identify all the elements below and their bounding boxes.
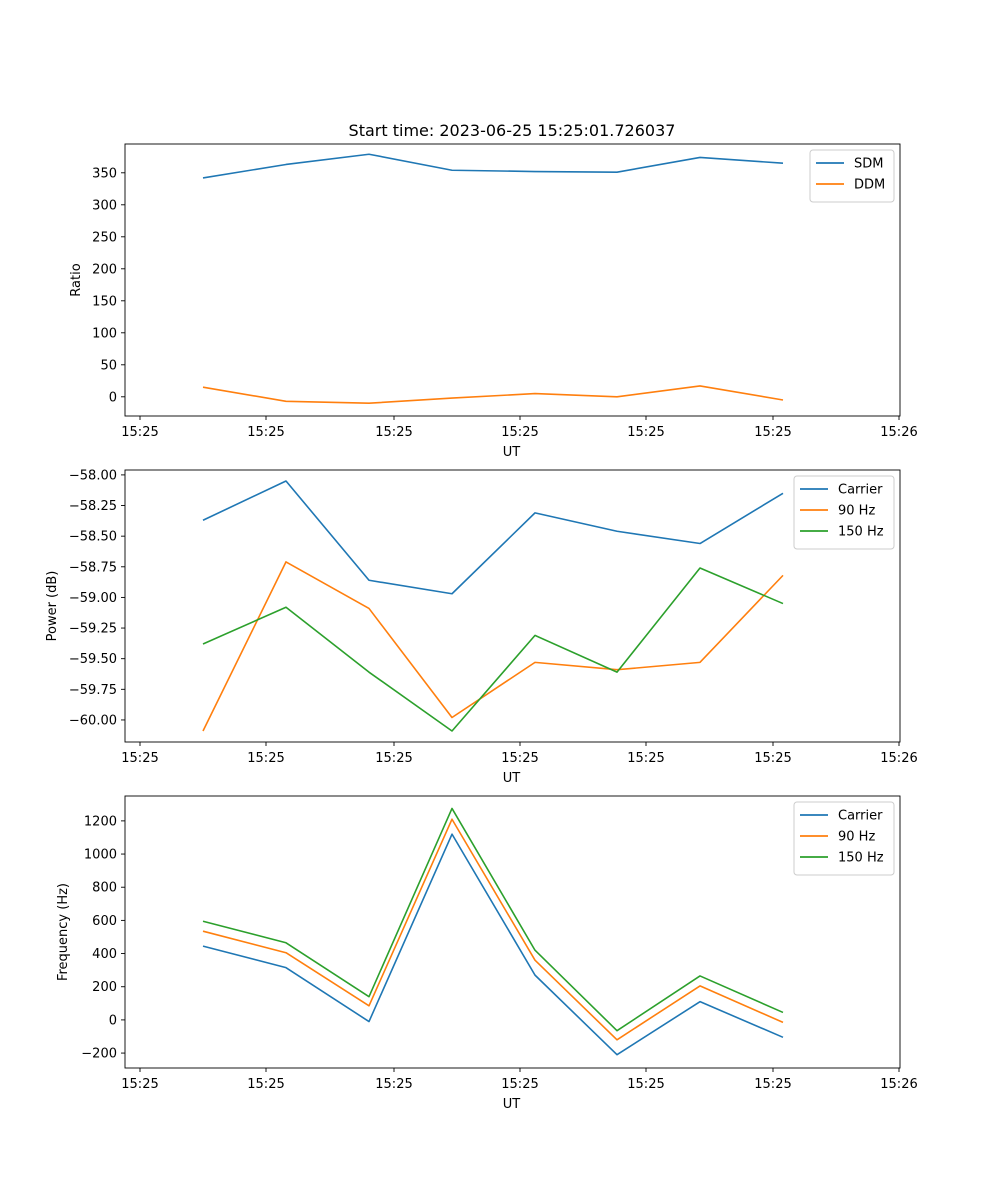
y-tick-label: 1000 xyxy=(84,848,117,863)
figure-title: Start time: 2023-06-25 15:25:01.726037 xyxy=(349,121,676,140)
y-tick-label: −60.00 xyxy=(69,713,117,728)
x-tick-label: 15:25 xyxy=(247,751,284,766)
series-line-sdm xyxy=(202,153,784,179)
y-tick-label: 800 xyxy=(92,881,117,896)
x-tick-label: 15:25 xyxy=(375,751,412,766)
legend-label: DDM xyxy=(854,178,885,193)
y-tick-label: −58.50 xyxy=(69,530,117,545)
y-tick-label: 50 xyxy=(100,358,117,373)
y-tick-label: 200 xyxy=(92,262,117,277)
series-line-150-hz xyxy=(202,807,784,1032)
y-tick-label: 0 xyxy=(109,390,117,405)
x-axis-label: UT xyxy=(503,771,521,786)
x-tick-label: 15:26 xyxy=(880,751,917,766)
y-tick-label: 200 xyxy=(92,980,117,995)
chart-panel-1: 0 50 100 150 200 250 300 350 15:25 15:25 15:25 15:2… xyxy=(69,143,918,460)
chart-panel-2: −60.00 −59.75 −59.50 −59.25 −59.00 −58.75 −58.… xyxy=(45,468,918,786)
axes-frame xyxy=(124,469,901,743)
y-tick-label: 300 xyxy=(92,198,117,213)
x-axis-label: UT xyxy=(503,1097,521,1112)
x-tick-label: 15:25 xyxy=(375,425,412,440)
x-tick-label: 15:25 xyxy=(247,1077,284,1092)
x-tick-label: 15:25 xyxy=(754,751,791,766)
x-tick-label: 15:25 xyxy=(754,425,791,440)
x-tick-label: 15:25 xyxy=(121,425,158,440)
x-tick-label: 15:26 xyxy=(880,1077,917,1092)
y-axis-label: Ratio xyxy=(69,263,84,296)
y-axis-label: Power (dB) xyxy=(45,571,60,642)
y-tick-label: −58.00 xyxy=(69,468,117,483)
x-tick-label: 15:25 xyxy=(375,1077,412,1092)
y-axis-label: Frequency (Hz) xyxy=(56,883,71,981)
x-tick-label: 15:25 xyxy=(627,425,664,440)
x-tick-label: 15:25 xyxy=(754,1077,791,1092)
x-axis-label: UT xyxy=(503,445,521,460)
y-tick-label: 250 xyxy=(92,230,117,245)
y-tick-label: −58.25 xyxy=(69,499,117,514)
axes-frame xyxy=(124,143,901,417)
x-tick-label: 15:25 xyxy=(121,1077,158,1092)
x-tick-label: 15:25 xyxy=(627,751,664,766)
legend-label: SDM xyxy=(854,157,883,172)
x-tick-label: 15:25 xyxy=(501,425,538,440)
legend-label: 150 Hz xyxy=(838,851,884,866)
legend: SDM DDM xyxy=(809,149,895,203)
y-tick-label: 400 xyxy=(92,947,117,962)
series-line-90-hz xyxy=(202,561,784,732)
x-tick-label: 15:25 xyxy=(627,1077,664,1092)
axes-frame xyxy=(124,795,901,1069)
y-tick-label: 1200 xyxy=(84,814,117,829)
x-tick-label: 15:25 xyxy=(501,1077,538,1092)
y-tick-label: 150 xyxy=(92,294,117,309)
x-tick-label: 15:25 xyxy=(501,751,538,766)
y-tick-label: 100 xyxy=(92,326,117,341)
legend: Carrier 90 Hz 150 Hz xyxy=(793,475,895,550)
series-line-90-hz xyxy=(202,818,784,1041)
y-tick-label: −59.00 xyxy=(69,591,117,606)
y-tick-label: −58.75 xyxy=(69,560,117,575)
legend-label: 90 Hz xyxy=(838,504,875,519)
legend: Carrier 90 Hz 150 Hz xyxy=(793,801,895,876)
legend-label: 150 Hz xyxy=(838,525,884,540)
y-tick-label: −59.50 xyxy=(69,652,117,667)
x-tick-label: 15:25 xyxy=(247,425,284,440)
y-tick-label: −59.25 xyxy=(69,622,117,637)
chart-panel-3: −200 0 200 400 600 800 1000 1200 15:25 15:25 15:25… xyxy=(56,795,918,1112)
y-tick-label: −59.75 xyxy=(69,683,117,698)
x-tick-label: 15:25 xyxy=(121,751,158,766)
legend-label: 90 Hz xyxy=(838,830,875,845)
y-tick-label: 0 xyxy=(109,1013,117,1028)
legend-label: Carrier xyxy=(838,809,883,824)
series-line-150-hz xyxy=(202,567,784,732)
y-tick-label: 600 xyxy=(92,914,117,929)
series-line-carrier xyxy=(202,833,784,1056)
series-line-ddm xyxy=(202,385,784,405)
y-tick-label: 350 xyxy=(92,166,117,181)
panels: 0 50 100 150 200 250 300 350 15:25 15:25 15:25 15:2… xyxy=(45,143,918,1112)
x-tick-label: 15:26 xyxy=(880,425,917,440)
series-line-carrier xyxy=(202,480,784,595)
y-tick-label: −200 xyxy=(81,1047,117,1062)
legend-label: Carrier xyxy=(838,483,883,498)
